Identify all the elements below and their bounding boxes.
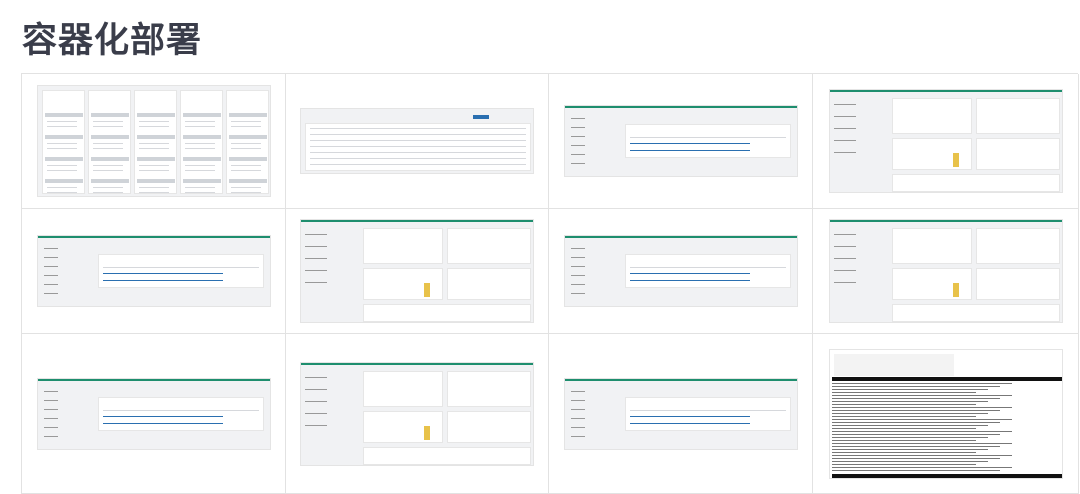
screenshot-thumbnail-detail[interactable] (36, 377, 271, 450)
gallery-cell[interactable] (813, 334, 1079, 494)
gallery-cell[interactable] (813, 74, 1079, 209)
gallery-cell[interactable] (286, 74, 549, 209)
screenshot-thumbnail-detail[interactable] (36, 235, 271, 307)
screenshot-thumbnail-dashboard[interactable] (300, 361, 534, 466)
gallery-cell[interactable] (549, 209, 813, 334)
gallery-cell[interactable] (813, 209, 1079, 334)
gallery-cell[interactable] (22, 334, 286, 494)
screenshot-thumbnail-dashboard[interactable] (828, 89, 1063, 193)
gallery-cell[interactable] (286, 209, 549, 334)
gallery-cell[interactable] (22, 209, 286, 334)
gallery-cell[interactable] (22, 74, 286, 209)
screenshot-thumbnail-detail[interactable] (563, 377, 798, 450)
screenshot-thumbnail-table[interactable] (300, 108, 534, 174)
screenshot-thumbnail-detail[interactable] (563, 105, 798, 177)
screenshot-thumbnail-dashboard[interactable] (300, 219, 534, 323)
screenshot-thumbnail-terminal[interactable] (828, 348, 1063, 479)
gallery-cell[interactable] (549, 334, 813, 494)
screenshot-gallery (21, 73, 1079, 494)
screenshot-thumbnail-detail[interactable] (563, 235, 798, 307)
gallery-cell[interactable] (549, 74, 813, 209)
page-title: 容器化部署 (22, 21, 203, 61)
screenshot-thumbnail-kanban[interactable] (36, 85, 271, 197)
gallery-cell[interactable] (286, 334, 549, 494)
screenshot-thumbnail-dashboard[interactable] (828, 219, 1063, 323)
